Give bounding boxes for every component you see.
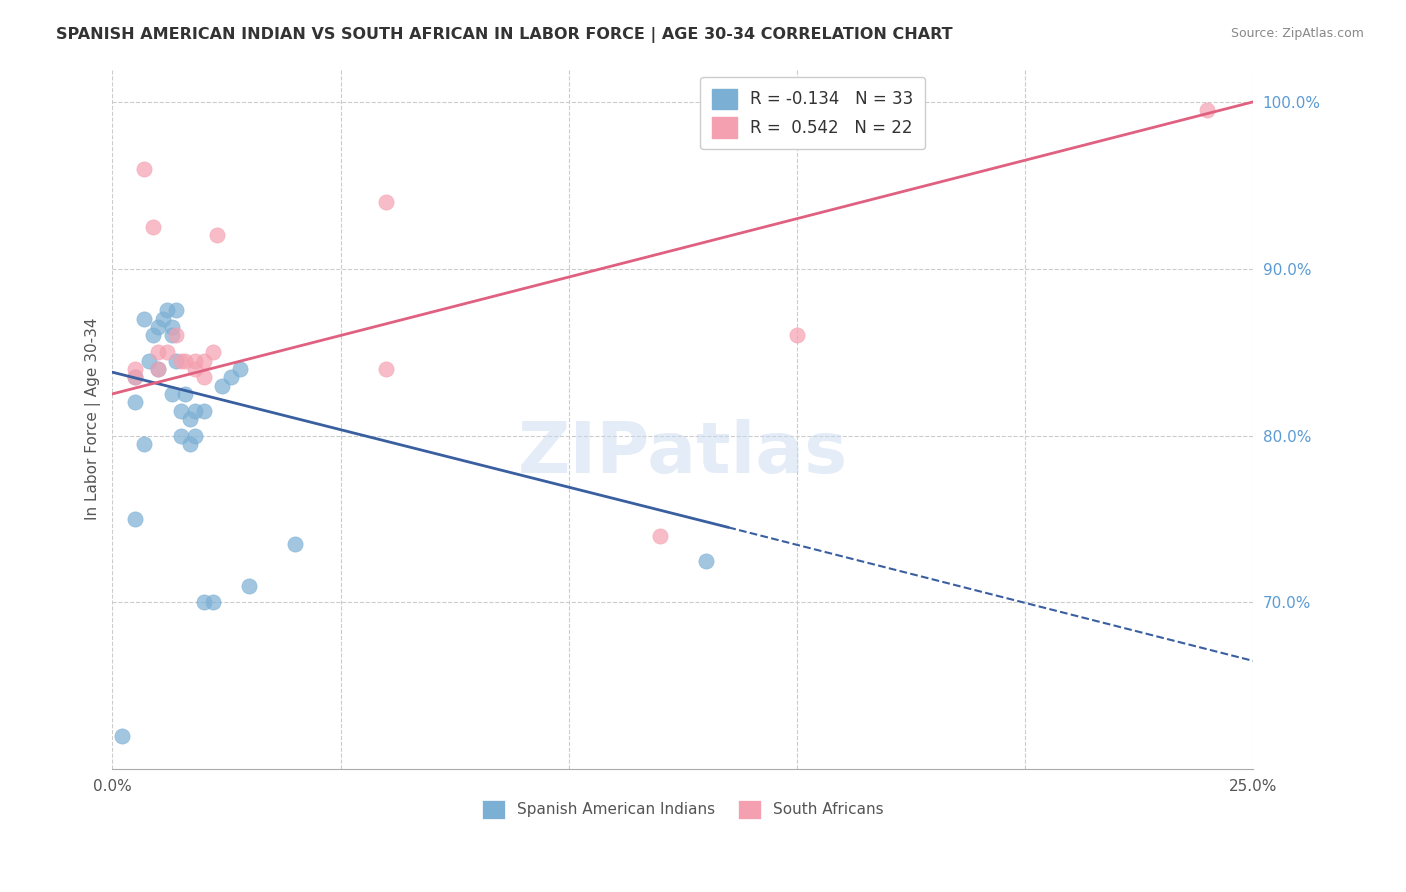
- Point: [284, 537, 307, 551]
- Point: [786, 328, 808, 343]
- Point: [183, 403, 205, 417]
- Text: SPANISH AMERICAN INDIAN VS SOUTH AFRICAN IN LABOR FORCE | AGE 30-34 CORRELATION : SPANISH AMERICAN INDIAN VS SOUTH AFRICAN…: [56, 27, 953, 43]
- Point: [193, 403, 215, 417]
- Point: [142, 220, 165, 235]
- Point: [179, 412, 201, 426]
- Point: [648, 529, 671, 543]
- Point: [238, 579, 260, 593]
- Point: [142, 328, 165, 343]
- Point: [170, 428, 193, 442]
- Point: [134, 311, 156, 326]
- Point: [146, 345, 169, 359]
- Point: [134, 161, 156, 176]
- Point: [183, 428, 205, 442]
- Point: [201, 595, 224, 609]
- Point: [134, 437, 156, 451]
- Point: [375, 194, 398, 209]
- Point: [160, 328, 183, 343]
- Point: [146, 362, 169, 376]
- Point: [201, 345, 224, 359]
- Point: [124, 370, 146, 384]
- Point: [165, 328, 187, 343]
- Point: [808, 95, 831, 109]
- Point: [229, 362, 252, 376]
- Point: [146, 320, 169, 334]
- Point: [138, 353, 160, 368]
- Point: [170, 403, 193, 417]
- Point: [193, 595, 215, 609]
- Legend: Spanish American Indians, South Africans: Spanish American Indians, South Africans: [475, 794, 890, 825]
- Point: [124, 395, 146, 409]
- Point: [124, 370, 146, 384]
- Point: [211, 378, 233, 392]
- Point: [110, 729, 132, 743]
- Point: [193, 370, 215, 384]
- Y-axis label: In Labor Force | Age 30-34: In Labor Force | Age 30-34: [86, 318, 101, 520]
- Point: [179, 437, 201, 451]
- Point: [146, 362, 169, 376]
- Point: [174, 353, 197, 368]
- Point: [1197, 103, 1219, 118]
- Point: [207, 228, 229, 243]
- Text: Source: ZipAtlas.com: Source: ZipAtlas.com: [1230, 27, 1364, 40]
- Text: ZIPatlas: ZIPatlas: [517, 419, 848, 489]
- Point: [160, 387, 183, 401]
- Point: [152, 311, 174, 326]
- Point: [695, 554, 717, 568]
- Point: [170, 353, 193, 368]
- Point: [165, 303, 187, 318]
- Point: [165, 353, 187, 368]
- Point: [183, 362, 205, 376]
- Point: [156, 345, 179, 359]
- Point: [183, 353, 205, 368]
- Point: [193, 353, 215, 368]
- Point: [124, 512, 146, 526]
- Point: [375, 362, 398, 376]
- Point: [156, 303, 179, 318]
- Point: [124, 362, 146, 376]
- Point: [219, 370, 242, 384]
- Point: [160, 320, 183, 334]
- Point: [174, 387, 197, 401]
